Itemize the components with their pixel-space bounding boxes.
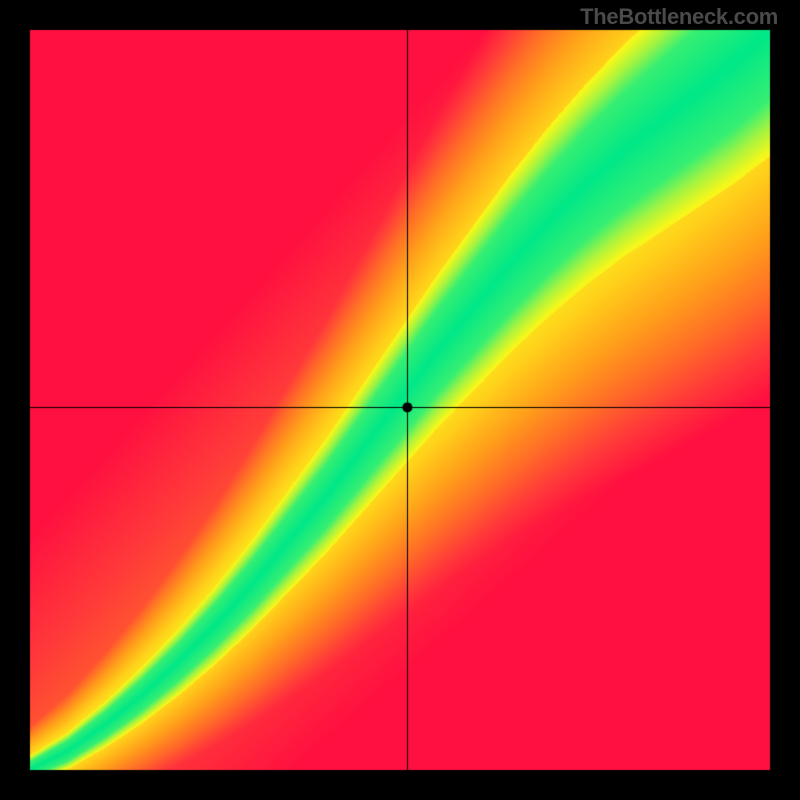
watermark-text: TheBottleneck.com <box>580 4 778 30</box>
bottleneck-heatmap <box>0 0 800 800</box>
